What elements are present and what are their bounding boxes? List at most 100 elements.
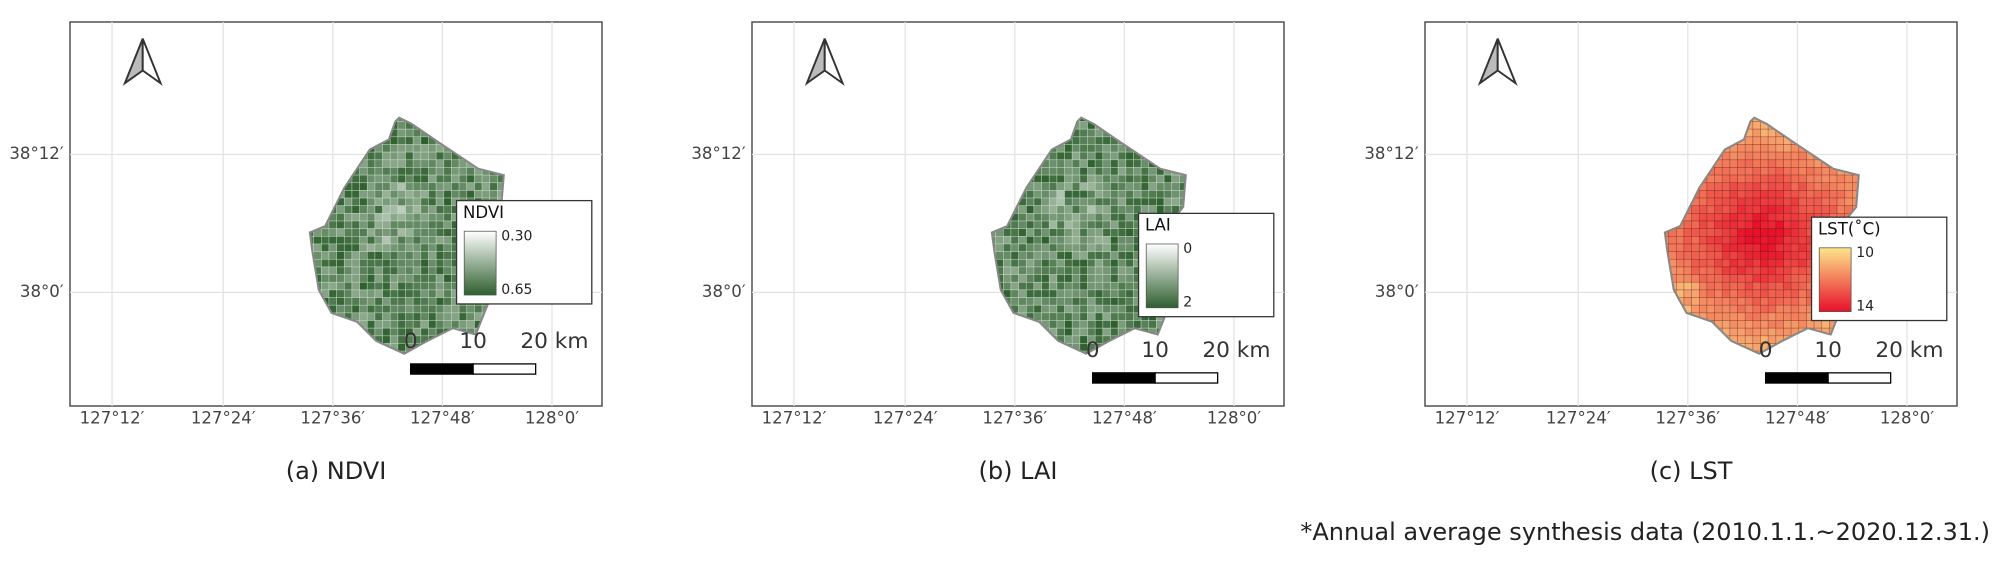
cell: [1806, 190, 1815, 199]
cell: [1790, 320, 1800, 329]
cell: [1110, 182, 1119, 191]
cell: [1171, 190, 1180, 199]
cell: [412, 236, 422, 245]
cell: [1737, 274, 1746, 283]
cell: [1048, 289, 1058, 298]
cell: [1033, 289, 1042, 298]
cell: [1752, 297, 1761, 306]
cell: [336, 297, 345, 306]
cell: [435, 320, 445, 329]
cell: [428, 281, 437, 291]
cell: [1729, 190, 1738, 199]
cell: [1767, 220, 1777, 229]
cell: [1094, 174, 1104, 184]
cell: [321, 236, 330, 245]
cell: [359, 281, 368, 291]
cell: [1767, 190, 1777, 199]
cell: [1117, 174, 1127, 184]
cell: [359, 228, 368, 237]
cell: [1775, 274, 1784, 283]
cell: [1790, 297, 1800, 306]
cell: [374, 258, 383, 268]
cell: [336, 304, 345, 314]
cell: [1775, 304, 1784, 314]
cell: [1087, 258, 1096, 268]
cell: [1041, 174, 1050, 184]
cell: [1064, 167, 1073, 176]
cell: [1033, 182, 1042, 191]
cell: [412, 266, 422, 275]
cell: [443, 289, 452, 298]
cell: [336, 213, 345, 222]
cell: [1064, 159, 1073, 168]
cell: [405, 281, 414, 291]
cell: [1783, 220, 1792, 229]
cell: [1691, 228, 1700, 237]
cell: [1737, 327, 1746, 337]
cell: [1110, 174, 1119, 184]
cell: [1775, 258, 1784, 268]
cell: [1117, 220, 1127, 229]
cell: [1790, 167, 1800, 176]
cell: [1714, 266, 1723, 275]
lon-label: 127°48′: [1092, 408, 1157, 427]
cell: [1783, 281, 1792, 291]
cell: [443, 220, 452, 229]
cell: [1163, 205, 1173, 214]
cell: [1125, 220, 1134, 229]
cell: [1041, 289, 1050, 298]
cell: [1744, 144, 1754, 153]
north-arrow: [823, 38, 845, 86]
cell: [435, 228, 445, 237]
cell: [1056, 159, 1065, 168]
cell: [1025, 228, 1035, 237]
cell: [351, 182, 360, 191]
cell: [1056, 220, 1065, 229]
cell: [382, 335, 391, 344]
cell: [412, 304, 422, 314]
cell: [1094, 236, 1104, 245]
cell: [1729, 304, 1738, 314]
cell: [1094, 243, 1104, 252]
cell: [412, 182, 422, 191]
cell: [420, 182, 429, 191]
cell: [1790, 281, 1800, 291]
cell: [428, 151, 437, 161]
cell: [1767, 213, 1777, 222]
cell: [366, 251, 376, 260]
cell: [435, 243, 445, 252]
cell: [389, 213, 399, 222]
cell: [1018, 228, 1027, 237]
cell: [420, 312, 429, 321]
cell: [1775, 159, 1784, 168]
cell: [397, 220, 406, 229]
cell: [405, 320, 414, 329]
cell: [1071, 335, 1081, 344]
cell: [389, 304, 399, 314]
cell: [1117, 228, 1127, 237]
cell: [1064, 190, 1073, 199]
cell: [1094, 304, 1104, 314]
cell: [1087, 182, 1096, 191]
cell: [1813, 190, 1823, 199]
lon-label: 127°24′: [873, 408, 938, 427]
region-outline: [990, 116, 1187, 355]
cell: [1714, 243, 1723, 252]
cell: [481, 182, 491, 191]
cell: [374, 151, 383, 161]
cell: [443, 174, 452, 184]
cell: [1798, 251, 1807, 260]
cell: [389, 151, 399, 161]
cell: [1729, 197, 1738, 207]
cell: [1790, 274, 1800, 283]
cell: [1125, 274, 1134, 283]
cell: [1056, 151, 1065, 161]
cell: [435, 266, 445, 275]
cell: [1125, 297, 1134, 306]
cell: [1737, 281, 1746, 291]
lon-label: 127°36′: [300, 408, 365, 427]
cell: [374, 190, 383, 199]
cell: [1752, 174, 1761, 184]
cell: [1087, 213, 1096, 222]
cell: [1767, 281, 1777, 291]
